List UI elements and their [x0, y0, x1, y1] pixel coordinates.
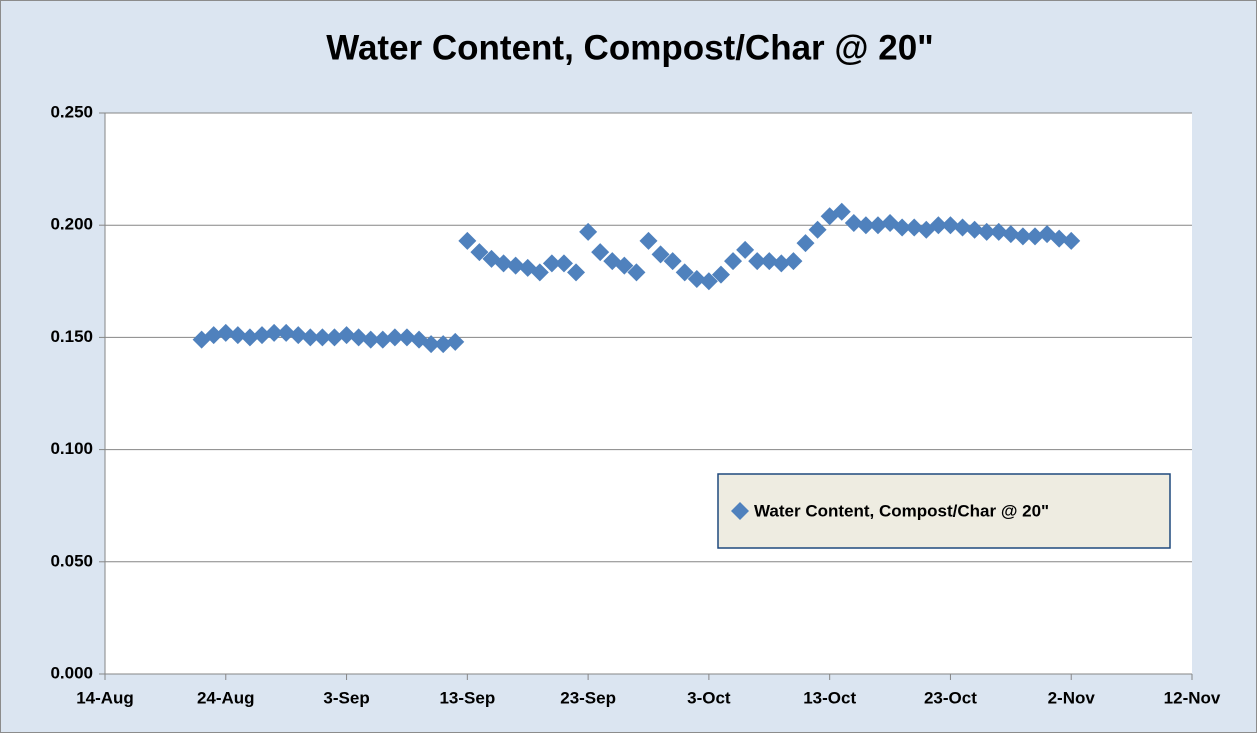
point [772, 254, 791, 273]
point [397, 328, 416, 347]
legend: Water Content, Compost/Char @ 20" [717, 473, 1171, 549]
point [1013, 227, 1032, 246]
point [699, 272, 718, 291]
x-tick-label: 23-Oct [924, 688, 977, 707]
point [240, 328, 259, 347]
point [506, 256, 525, 275]
point [651, 245, 670, 264]
y-tick-label: 0.000 [50, 663, 93, 682]
x-tick-label: 2-Nov [1048, 688, 1096, 707]
point [579, 222, 598, 241]
point [253, 326, 272, 345]
point [977, 222, 996, 241]
point [905, 218, 924, 237]
legend-box [717, 473, 1171, 549]
point [216, 323, 235, 342]
x-tick-label: 12-Nov [1164, 688, 1221, 707]
point [265, 323, 284, 342]
x-tick-label: 13-Sep [439, 688, 495, 707]
point [591, 243, 610, 262]
point [711, 265, 730, 284]
point [458, 231, 477, 250]
point [929, 216, 948, 235]
legend-symbol [731, 502, 749, 520]
y-tick-label: 0.050 [50, 551, 93, 570]
point [687, 270, 706, 289]
point [385, 328, 404, 347]
point [289, 326, 308, 345]
point [494, 254, 513, 273]
series [192, 202, 1081, 354]
point [856, 216, 875, 235]
point [627, 263, 646, 282]
point [277, 323, 296, 342]
x-tick-label: 24-Aug [197, 688, 255, 707]
legend-label: Water Content, Compost/Char @ 20" [754, 501, 1049, 520]
point [808, 220, 827, 239]
point [470, 243, 489, 262]
point [663, 252, 682, 271]
point [784, 252, 803, 271]
point [832, 202, 851, 221]
point [361, 330, 380, 349]
point [760, 252, 779, 271]
chart-title: Water Content, Compost/Char @ 20" [326, 28, 934, 67]
point [204, 326, 223, 345]
point [736, 240, 755, 259]
point [965, 220, 984, 239]
point [724, 252, 743, 271]
point [953, 218, 972, 237]
y-tick-label: 0.100 [50, 439, 93, 458]
point [1050, 229, 1069, 248]
point [313, 328, 332, 347]
point [639, 231, 658, 250]
x-tick-label: 3-Sep [323, 688, 369, 707]
point [301, 328, 320, 347]
point [868, 216, 887, 235]
point [1062, 231, 1081, 250]
point [349, 328, 368, 347]
point [748, 252, 767, 271]
x-tick-label: 3-Oct [687, 688, 731, 707]
y-tick-label: 0.200 [50, 215, 93, 234]
point [675, 263, 694, 282]
y-tick-label: 0.250 [50, 102, 93, 121]
point [373, 330, 392, 349]
point [989, 222, 1008, 241]
point [554, 254, 573, 273]
plot-area [105, 113, 1192, 674]
point [325, 328, 344, 347]
y-tick-label: 0.150 [50, 327, 93, 346]
point [615, 256, 634, 275]
point [530, 263, 549, 282]
point [446, 332, 465, 351]
point [893, 218, 912, 237]
point [941, 216, 960, 235]
point [567, 263, 586, 282]
point [844, 213, 863, 232]
x-tick-label: 14-Aug [76, 688, 134, 707]
point [542, 254, 561, 273]
point [337, 326, 356, 345]
grid: 0.000 0.050 0.100 0.150 0.200 0.250 14-Aug 24-A… [50, 102, 1220, 707]
point [1001, 225, 1020, 244]
x-tick-label: 13-Oct [803, 688, 856, 707]
x-tick-label: 23-Sep [560, 688, 616, 707]
point [422, 335, 441, 354]
point [796, 234, 815, 253]
point [1025, 227, 1044, 246]
point [434, 335, 453, 354]
point [228, 326, 247, 345]
